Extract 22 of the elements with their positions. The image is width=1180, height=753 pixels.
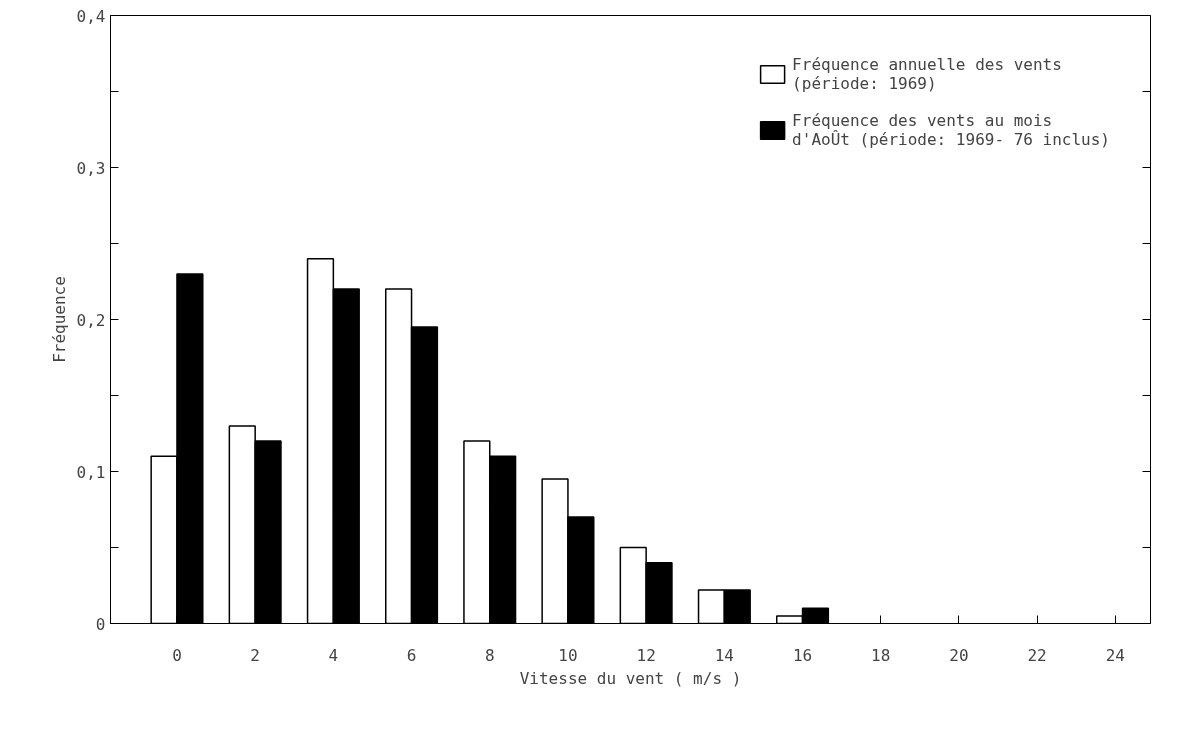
- legend-label: Fréquence des vents au mois d'AoÛt (période: 1969- 76 inclus): [792, 111, 1110, 149]
- x-tick-label: 24: [1105, 645, 1125, 665]
- x-axis-title: Vitesse du vent ( m/s ): [519, 668, 742, 688]
- y-tick-label: 0: [95, 614, 106, 634]
- y-tick-label: 0,4: [76, 6, 106, 26]
- x-tick-label: 22: [1027, 645, 1047, 665]
- x-tick-label: 8: [484, 645, 495, 665]
- x-tick-label: 20: [949, 645, 969, 665]
- x-tick-label: 12: [636, 645, 656, 665]
- y-tick-label: 0,1: [76, 462, 106, 482]
- x-tick-label: 4: [328, 645, 339, 665]
- legend-label: Fréquence annuelle des vents (période: 1969): [792, 55, 1062, 93]
- x-tick-label: 10: [558, 645, 578, 665]
- y-tick-label: 0,3: [76, 158, 106, 178]
- y-axis-title: Fréquence: [49, 276, 69, 363]
- x-tick-label: 16: [792, 645, 813, 665]
- x-tick-label: 0: [172, 645, 182, 665]
- x-tick-label: 6: [406, 645, 417, 665]
- x-tick-label: 18: [871, 645, 891, 665]
- y-tick-label: 0,2: [76, 310, 106, 330]
- x-tick-label: 2: [250, 645, 260, 665]
- x-tick-label: 14: [714, 645, 734, 665]
